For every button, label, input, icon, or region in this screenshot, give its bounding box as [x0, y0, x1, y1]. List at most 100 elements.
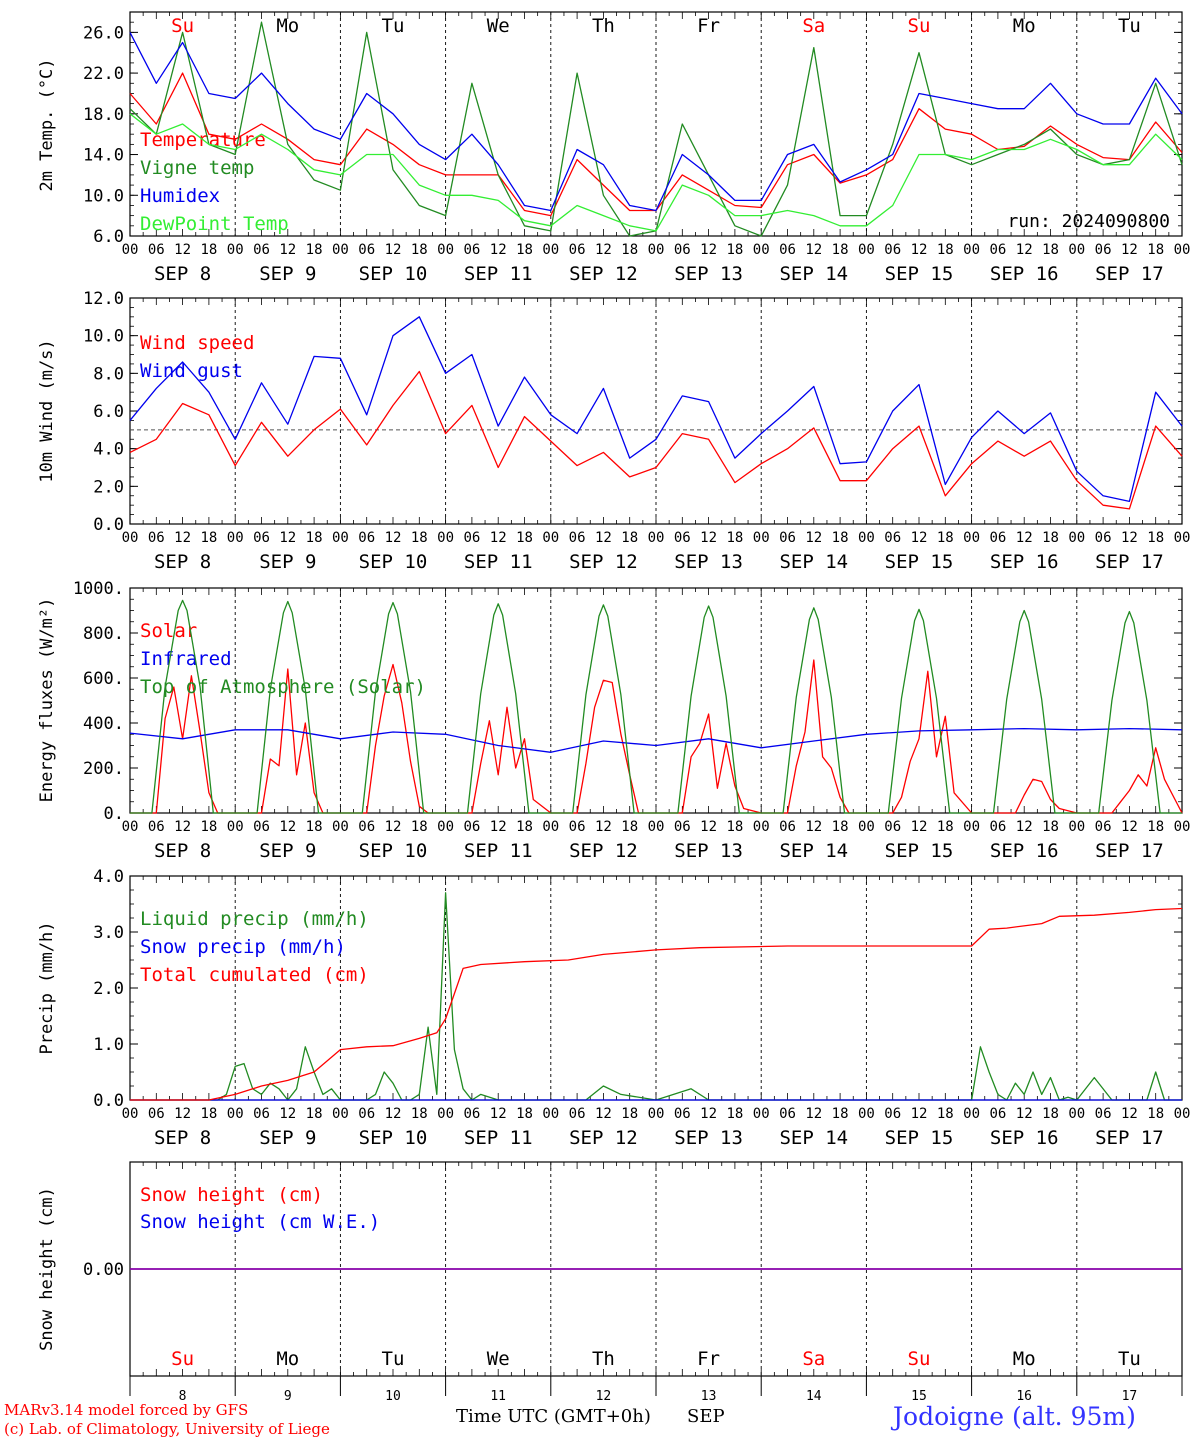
series-line: [130, 907, 1183, 1101]
date-label: SEP 9: [259, 263, 316, 285]
hour-label: 06: [253, 819, 270, 835]
hour-label: 00: [227, 242, 244, 258]
date-label: SEP 10: [359, 840, 428, 862]
date-label: SEP 15: [885, 840, 954, 862]
hour-label: 00: [963, 819, 980, 835]
hour-label: 06: [1095, 530, 1112, 546]
y-tick-label: 6.0: [93, 402, 124, 422]
hour-label: 18: [411, 530, 428, 546]
hour-label: 18: [411, 242, 428, 258]
day-number: 12: [596, 1389, 612, 1404]
y-tick-label: 0.: [104, 804, 124, 824]
hour-label: 00: [858, 530, 875, 546]
weekday-label: Tu: [1118, 1348, 1141, 1370]
hour-label: 06: [358, 819, 375, 835]
day-number: 8: [179, 1389, 187, 1404]
hour-label: 18: [832, 530, 849, 546]
hour-label: 00: [542, 1106, 559, 1122]
hour-label: 12: [174, 242, 191, 258]
hour-label: 12: [911, 819, 928, 835]
hour-label: 12: [385, 1106, 402, 1122]
hour-label: 12: [805, 242, 822, 258]
hour-label: 00: [753, 530, 770, 546]
date-label: SEP 10: [359, 1127, 428, 1149]
hour-label: 12: [911, 1106, 928, 1122]
legend-entry: Wind gust: [140, 360, 243, 382]
weekday-label: Th: [592, 15, 615, 37]
hour-label: 18: [937, 819, 954, 835]
hour-label: 00: [437, 1106, 454, 1122]
run-annotation: run: 2024090800: [1007, 211, 1170, 232]
y-tick-label: 200.: [83, 759, 124, 779]
hour-label: 18: [621, 819, 638, 835]
hour-label: 06: [779, 1106, 796, 1122]
date-label: SEP 17: [1095, 1127, 1164, 1149]
hour-label: 00: [1174, 242, 1191, 258]
hour-label: 06: [253, 1106, 270, 1122]
legend-entry: Wind speed: [140, 332, 254, 354]
weekday-label: Tu: [1118, 15, 1141, 37]
hour-label: 00: [122, 819, 139, 835]
y-tick-label: 18.0: [83, 105, 124, 125]
weekday-label: Su: [908, 1348, 931, 1370]
hour-label: 18: [200, 1106, 217, 1122]
hour-label: 00: [753, 242, 770, 258]
y-tick-label: 0.0: [93, 515, 124, 535]
hour-label: 06: [463, 530, 480, 546]
station-label: Jodoigne (alt. 95m): [893, 1402, 1136, 1431]
hour-label: 12: [490, 819, 507, 835]
legend-entry: Top of Atmosphere (Solar): [140, 676, 426, 698]
hour-label: 18: [306, 242, 323, 258]
hour-label: 06: [779, 242, 796, 258]
hour-label: 12: [385, 819, 402, 835]
hour-label: 06: [674, 1106, 691, 1122]
date-label: SEP 12: [569, 551, 638, 573]
hour-label: 06: [884, 819, 901, 835]
date-label: SEP 16: [990, 551, 1059, 573]
hour-label: 12: [700, 819, 717, 835]
date-label: SEP 8: [154, 1127, 211, 1149]
date-label: SEP 13: [674, 840, 743, 862]
weekday-label: Tu: [382, 15, 405, 37]
series-line: [129, 316, 1183, 503]
hour-label: 12: [279, 530, 296, 546]
date-label: SEP 13: [674, 551, 743, 573]
hour-label: 00: [1068, 242, 1085, 258]
hour-label: 06: [884, 530, 901, 546]
legend-entry: Solar: [140, 620, 197, 642]
weekday-label: Su: [171, 1348, 194, 1370]
hour-label: 12: [174, 819, 191, 835]
hour-label: 18: [832, 242, 849, 258]
hour-label: 00: [1174, 1106, 1191, 1122]
hour-label: 12: [805, 530, 822, 546]
y-tick-label: 10.0: [83, 186, 124, 206]
series-line: [129, 370, 1183, 510]
hour-label: 12: [279, 819, 296, 835]
hour-label: 06: [989, 242, 1006, 258]
weekday-label: We: [487, 1348, 510, 1370]
hour-label: 00: [963, 530, 980, 546]
hour-label: 12: [1016, 819, 1033, 835]
date-label: SEP 11: [464, 263, 533, 285]
legend-entry: Infrared: [140, 648, 232, 670]
hour-label: 18: [1147, 1106, 1164, 1122]
hour-label: 18: [306, 530, 323, 546]
hour-label: 12: [595, 242, 612, 258]
hour-label: 00: [437, 819, 454, 835]
date-label: SEP 12: [569, 840, 638, 862]
hour-label: 12: [595, 530, 612, 546]
hour-label: 12: [279, 1106, 296, 1122]
hour-label: 18: [1042, 242, 1059, 258]
y-tick-label: 4.0: [93, 440, 124, 460]
hour-label: 00: [227, 1106, 244, 1122]
y-tick-label: 12.0: [83, 289, 124, 309]
y-axis-label: 2m Temp. (°C): [37, 58, 57, 191]
hour-label: 06: [148, 819, 165, 835]
y-tick-label: 3.0: [93, 923, 124, 943]
hour-label: 06: [358, 1106, 375, 1122]
hour-label: 18: [937, 1106, 954, 1122]
date-label: SEP 13: [674, 1127, 743, 1149]
hour-label: 00: [648, 242, 665, 258]
weekday-label: Mo: [1013, 15, 1036, 37]
hour-label: 06: [463, 242, 480, 258]
